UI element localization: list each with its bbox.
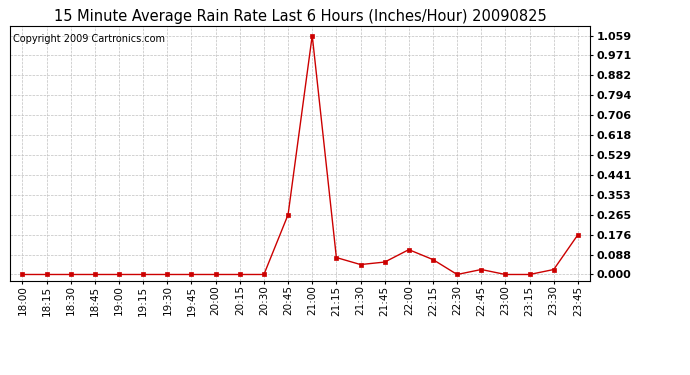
Text: Copyright 2009 Cartronics.com: Copyright 2009 Cartronics.com [13, 34, 165, 44]
Title: 15 Minute Average Rain Rate Last 6 Hours (Inches/Hour) 20090825: 15 Minute Average Rain Rate Last 6 Hours… [54, 9, 546, 24]
